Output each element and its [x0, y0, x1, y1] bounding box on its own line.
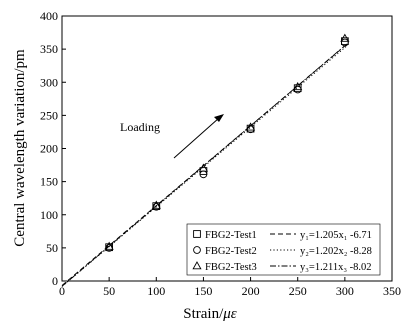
data-markers — [104, 33, 350, 252]
legend-series-name: FBG2-Test1 — [205, 230, 257, 241]
legend: FBG2-Test1 y₁=1.205x₁ -6.71 FBG2-Test2 y₂=1… — [186, 223, 381, 276]
data-point-triangle — [104, 241, 114, 250]
y-tick-label: 400 — [40, 9, 58, 23]
legend-marker-square — [193, 230, 201, 238]
legend-series-name: FBG2-Test2 — [205, 246, 257, 257]
x-tick-label: 250 — [289, 284, 307, 298]
x-axis-title: Strain/με — [183, 306, 237, 322]
legend-marker-triangle — [192, 261, 202, 270]
loading-annotation: Loading — [120, 120, 160, 134]
legend-series-name: FBG2-Test3 — [205, 262, 257, 273]
y-tick-label: 200 — [40, 142, 58, 156]
data-point-triangle — [198, 163, 208, 172]
legend-fit-equation: y₁=1.205x₁ -6.71 — [300, 230, 372, 241]
data-point-triangle — [340, 33, 350, 42]
x-tick-label: 150 — [194, 284, 212, 298]
x-tick-label: 350 — [383, 284, 401, 298]
legend-fit-equation: y₃=1.211x₃ -8.02 — [300, 262, 371, 273]
y-axis-title: Central wavelength variation/pm — [12, 49, 28, 247]
y-tick-label: 250 — [40, 108, 58, 122]
x-tick-label: 100 — [147, 284, 165, 298]
x-axis-title-unit: με — [222, 306, 237, 322]
legend-marker-circle — [193, 246, 201, 254]
x-tick-label: 50 — [103, 284, 115, 298]
y-tick-label: 50 — [46, 241, 58, 255]
y-tick-label: 100 — [40, 208, 58, 222]
data-point-triangle — [293, 81, 303, 91]
loading-arrow-shaft — [173, 117, 220, 159]
axes: 0 50 100 150 200 250 300 350 0 50 100 150 200 250 300 3… — [40, 9, 401, 298]
x-axis-title-main: Strain/ — [183, 306, 224, 322]
y-tick-label: 300 — [40, 75, 58, 89]
data-point-circle — [341, 38, 349, 47]
y-tick-label: 0 — [52, 274, 58, 288]
x-tick-label: 0 — [59, 284, 65, 298]
loading-arrow-head — [214, 114, 224, 122]
y-tick-label: 350 — [40, 42, 58, 56]
y-tick-label: 150 — [40, 175, 58, 189]
data-point-triangle — [151, 200, 161, 209]
data-point-triangle — [246, 122, 256, 131]
legend-fit-equation: y₂=1.202x₂ -8.28 — [300, 246, 372, 257]
x-tick-label: 300 — [336, 284, 354, 298]
x-tick-label: 200 — [242, 284, 260, 298]
legend-box — [186, 223, 381, 276]
